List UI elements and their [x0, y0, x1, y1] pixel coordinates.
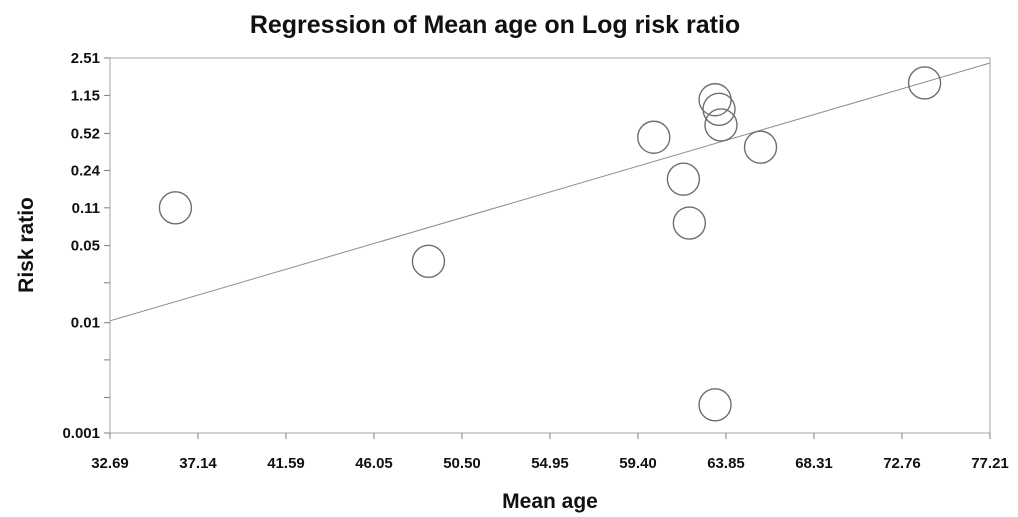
x-tick-label: 68.31 [795, 455, 833, 472]
y-tick-label: 0.52 [71, 125, 100, 142]
y-axis-label: Risk ratio [15, 197, 38, 293]
data-point [907, 66, 942, 100]
x-axis-label: Mean age [502, 490, 598, 513]
data-point [698, 388, 732, 422]
y-tick-label: 2.51 [71, 50, 100, 67]
data-point [672, 206, 707, 240]
plot-area-frame [109, 57, 991, 434]
y-tick-label: 0.24 [71, 162, 101, 179]
x-tick-label: 54.95 [531, 455, 569, 472]
points-layer [158, 66, 942, 422]
x-tick-label: 72.76 [883, 455, 921, 472]
data-point [702, 92, 736, 127]
x-tick-label: 63.85 [707, 455, 745, 472]
data-point [698, 83, 732, 117]
data-point [666, 162, 701, 196]
data-point [411, 244, 446, 279]
data-point [637, 120, 671, 154]
x-axis: 32.69 37.14 41.59 46.05 50.50 54.95 59.40 63.85… [91, 433, 1009, 472]
x-tick-label: 77.21 [971, 455, 1009, 472]
y-tick-label: 0.05 [71, 238, 100, 255]
chart-title: Regression of Mean age on Log risk ratio [250, 11, 740, 39]
y-tick-label: 0.01 [71, 315, 100, 332]
y-axis: 2.51 1.15 0.52 0.24 0.11 0.05 0.01 0.001 [62, 50, 110, 442]
data-point [743, 130, 778, 164]
x-tick-label: 59.40 [619, 455, 657, 472]
regression-layer [109, 62, 991, 322]
y-tick-label: 1.15 [71, 87, 100, 104]
regression-line [109, 62, 991, 322]
x-tick-label: 50.50 [443, 455, 481, 472]
y-tick-label: 0.11 [72, 200, 100, 217]
x-tick-label: 32.69 [91, 455, 129, 472]
data-point [158, 191, 193, 225]
x-tick-label: 46.05 [355, 455, 393, 472]
x-tick-label: 37.14 [179, 455, 217, 472]
x-tick-label: 41.59 [267, 455, 305, 472]
data-point [704, 108, 738, 142]
y-tick-label: 0.001 [62, 425, 100, 442]
